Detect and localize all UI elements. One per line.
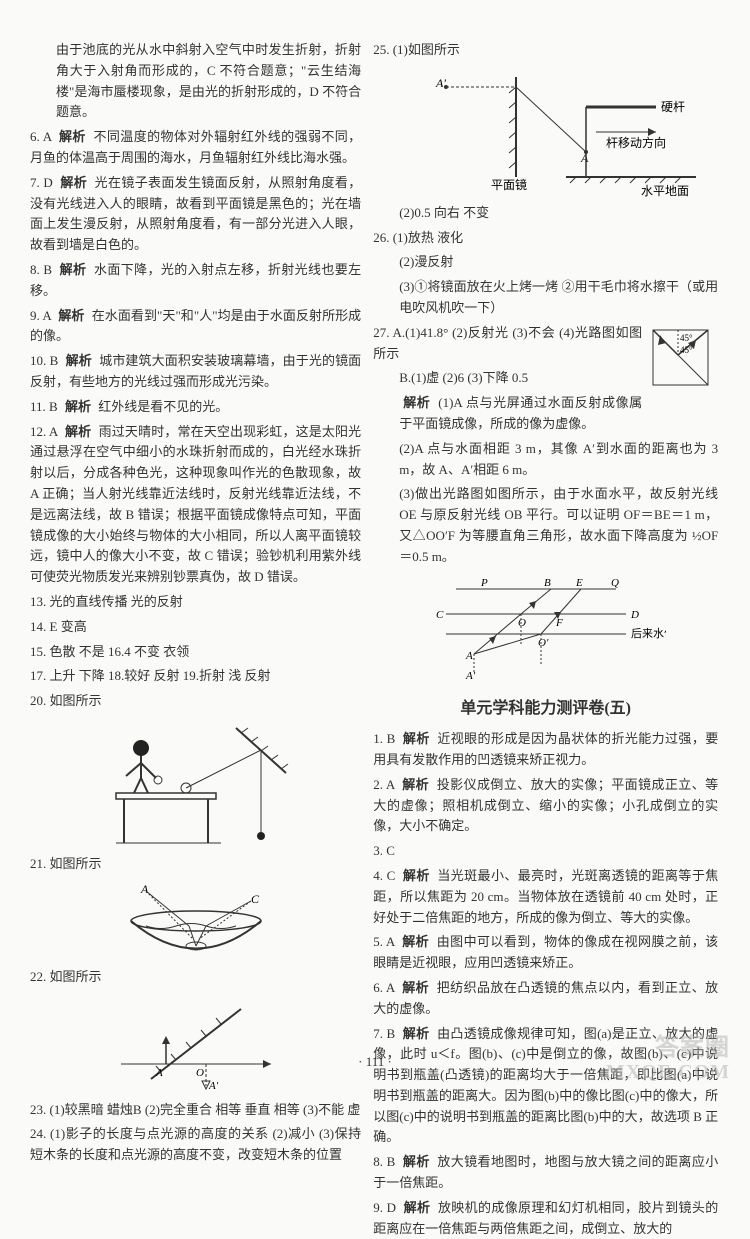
figure-27a: 45° 45° [648, 325, 718, 397]
watermark-cn: 答案圈 [606, 1035, 730, 1061]
figure-22: A A′ O [30, 994, 361, 1094]
s5-item-9: 9. D 解析 放映机的成像原理和幻灯机相同，胶片到镜头的距离应在一倍焦距与两倍… [373, 1198, 718, 1239]
item-12: 12. A 解析 雨过天晴时，常在天空出现彩虹，这是太阳光通过悬浮在空气中细小的… [30, 422, 361, 588]
svg-text:C: C [436, 609, 444, 621]
lead-paragraph: 由于池底的光从水中斜射入空气中时发生折射，折射角大于入射角而形成的，C 不符合题… [30, 40, 361, 123]
svg-text:F: F [555, 617, 563, 629]
s5-item-2: 2. A 解析 投影仪成倒立、放大的实像；平面镜成正立、等大的虚像；照相机成倒立… [373, 775, 718, 837]
item-13: 13. 光的直线传播 光的反射 [30, 592, 361, 613]
item-14: 14. E 变高 [30, 617, 361, 638]
figure-25: 平面镜 A A′ 硬杆 杆移动方向 水平地面 [373, 67, 718, 197]
item-17-19: 17. 上升 下降 18.较好 反射 19.折射 浅 反射 [30, 666, 361, 687]
svg-text:硬杆: 硬杆 [661, 100, 685, 114]
svg-text:A: A [465, 650, 473, 662]
item-26b: (2)漫反射 [373, 252, 718, 273]
svg-text:后来水位: 后来水位 [631, 626, 666, 640]
item-27a: 45° 45° 27. A.(1)41.8° (2)反射光 (3)不会 (4)光… [373, 323, 718, 365]
s5-item-8: 8. B 解析 放大镜看地图时，地图与放大镜之间的距离应小于一倍焦距。 [373, 1152, 718, 1194]
answer: A [43, 129, 52, 144]
svg-text:E: E [575, 577, 583, 589]
item-26c: (3)①将镜面放在火上烤一烤 ②用干毛巾将水擦干（或用电吹风机吹一下） [373, 277, 718, 319]
svg-text:水平地面: 水平地面 [641, 184, 689, 197]
right-column: 25. (1)如图所示 平面镜 A A′ 硬杆 杆移动方向 [373, 40, 718, 1073]
svg-text:Q: Q [611, 577, 619, 589]
item-22: 22. 如图所示 [30, 967, 361, 988]
item-27-t2: (2)A 点与水面相距 3 m，其像 A′到水面的距离也为 3 m，故 A、A′… [373, 439, 718, 481]
item-7: 7. D 解析 光在镜子表面发生镜面反射，从照射角度看，没有光线进入人的眼睛，故… [30, 173, 361, 256]
svg-text:P: P [480, 577, 488, 589]
item-25b: (2)0.5 向右 不变 [373, 203, 718, 224]
s5-item-1: 1. B 解析 近视眼的形成是因为晶状体的折光能力过强，要用具有发散作用的凹透镜… [373, 729, 718, 771]
watermark: 答案圈 MXQE.COM [606, 1035, 730, 1083]
item-20: 20. 如图所示 [30, 691, 361, 712]
svg-text:O′: O′ [538, 637, 549, 649]
figure-20 [30, 718, 361, 848]
s5-item-4: 4. C 解析 当光斑最小、最亮时，光斑离透镜的距离等于焦距，所以焦距为 20 … [373, 866, 718, 928]
item-11: 11. B 解析 红外线是看不见的光。 [30, 397, 361, 418]
item-26a: 26. (1)放热 液化 [373, 228, 718, 249]
item-21: 21. 如图所示 [30, 854, 361, 875]
item-6: 6. A 解析 不同温度的物体对外辐射红外线的强弱不同，月鱼的体温高于周围的海水… [30, 127, 361, 169]
item-27-t3: (3)做出光路图如图所示，由于水面水平，故反射光线 OE 与原反射光线 OB 平… [373, 484, 718, 567]
figure-27b: C D 后来水位 P B E Q A A′ O O′ F [373, 574, 718, 684]
item-15-16: 15. 色散 不是 16.4 不变 衣领 [30, 642, 361, 663]
left-column: 由于池底的光从水中斜射入空气中时发生折射，折射角大于入射角而形成的，C 不符合题… [30, 40, 361, 1073]
s5-item-6: 6. A 解析 把纺织品放在凸透镜的焦点以内，看到正立、放大的虚像。 [373, 978, 718, 1020]
svg-text:A′: A′ [208, 1080, 219, 1092]
s5-item-5: 5. A 解析 由图中可以看到，物体的像成在视网膜之前，该眼睛是近视眼，应用凹透… [373, 932, 718, 974]
svg-text:45°: 45° [680, 345, 693, 355]
analysis-label: 解析 [59, 129, 86, 144]
item-27-analysis: 解析 (1)A 点与光屏通过水面反射成像属于平面镜成像，所成的像为虚像。 [373, 393, 718, 435]
svg-text:O: O [518, 617, 526, 629]
item-10: 10. B 解析 城市建筑大面积安装玻璃幕墙，由于光的镜面反射，有些地方的光线过… [30, 351, 361, 393]
num: 6. [30, 129, 40, 144]
section-5-title: 单元学科能力测评卷(五) [373, 696, 718, 722]
figure-21: A C [30, 881, 361, 961]
item-8: 8. B 解析 水面下降，光的入射点左移，折射光线也要左移。 [30, 260, 361, 302]
watermark-en: MXQE.COM [606, 1061, 730, 1083]
svg-text:C: C [251, 892, 260, 906]
svg-text:D: D [630, 609, 639, 621]
svg-text:45°: 45° [680, 333, 693, 343]
item-24: 24. (1)影子的长度与点光源的高度的关系 (2)减小 (3)保持短木条的长度… [30, 1124, 361, 1166]
item-25: 25. (1)如图所示 [373, 40, 718, 61]
item-9: 9. A 解析 在水面看到"天"和"人"均是由于水面反射所形成的像。 [30, 306, 361, 348]
svg-text:杆移动方向: 杆移动方向 [606, 135, 666, 150]
s5-item-3: 3. C [373, 841, 718, 862]
mirror-label: 平面镜 [491, 177, 527, 192]
svg-text:A: A [140, 882, 149, 896]
svg-text:B: B [544, 577, 551, 589]
